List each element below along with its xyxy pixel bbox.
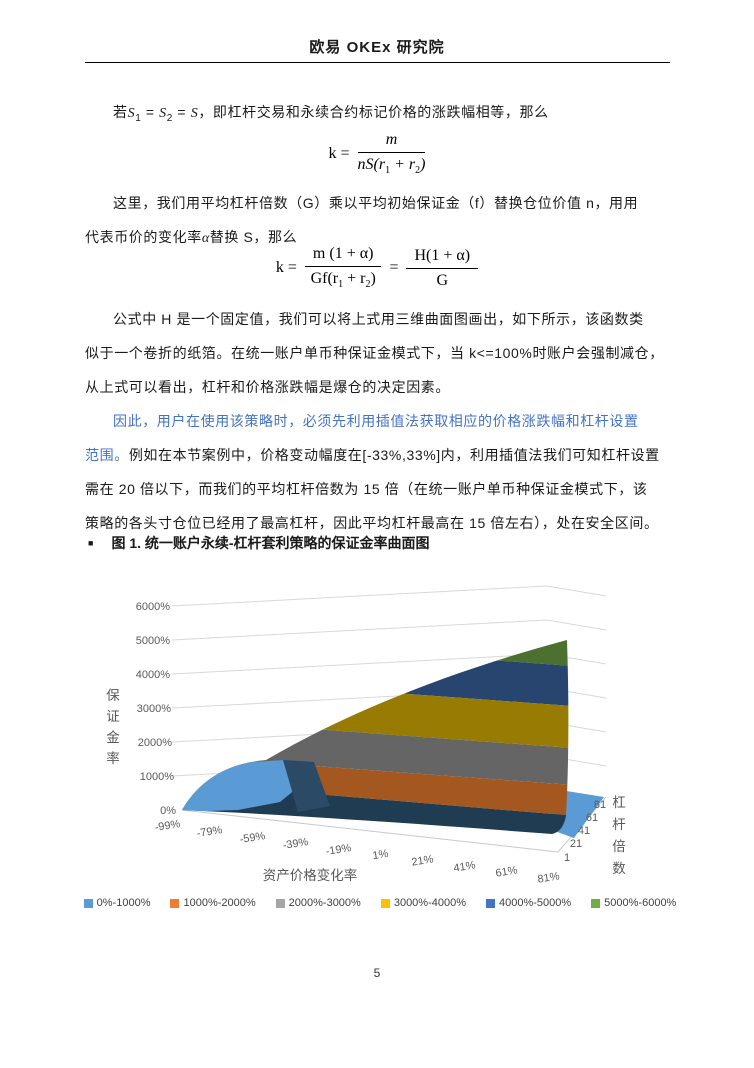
fraction: m (1 + α) Gf(r1 + r2) [304,245,382,291]
chart-legend: 0%-1000% 1000%-2000% 2000%-3000% 3000%-4… [83,897,676,909]
x-axis-tick: -59% [239,830,266,846]
paragraph-4-line-4: 策略的各头寸仓位已经用了最高杠杆，因此平均杠杆最高在 15 倍左右），处在安全区… [85,515,659,531]
page-header-title: 欧易 OKEx 研究院 [309,39,445,56]
paragraph-3-line-2: 似于一个卷折的纸箔。在统一账户单币种保证金模式下，当 k<=100%时账户会强制… [85,345,664,361]
paragraph-3-line-1: 公式中 H 是一个固定值，我们可以将上式用三维曲面图画出，如下所示，该函数类 [113,311,644,327]
x-axis-title: 资产价格变化率 [263,867,358,883]
legend-swatch-icon [486,898,495,908]
svg-text:率: 率 [106,750,120,766]
x-axis-tick: 81% [537,870,561,885]
paragraph-3-line-3: 从上式可以看出，杠杆和价格涨跌幅是爆仓的决定因素。 [85,379,450,395]
surface-curl-shadow [283,760,330,812]
legend-item: 4000%-5000% [486,897,571,909]
legend-label: 3000%-4000% [393,897,466,909]
figure-caption-text: 图 1. 统一账户永续-杠杆套利策略的保证金率曲面图 [111,535,430,551]
equals-sign: = [389,259,399,276]
legend-item: 1000%-2000% [170,897,256,909]
paragraph-4-line-3: 需在 20 倍以下，而我们的平均杠杆倍数为 15 倍（在统一账户单币种保证金模式… [85,481,648,497]
header-rule [85,62,670,63]
legend-item: 5000%-6000% [591,897,676,909]
value-axis-tick: 4000% [136,669,170,681]
paragraph-1: 若S1 = S2 = S，即杠杆交易和永续合约标记价格的涨跌幅相等，那么 [113,104,549,124]
legend-label: 5000%-6000% [604,897,677,909]
value-axis-ticks: 6000% 5000% 4000% 3000% 2000% 1000% 0% [136,601,176,817]
legend-label: 2000%-3000% [288,897,361,909]
depth-axis-tick: 81 [594,799,606,811]
depth-axis-tick: 21 [570,838,582,850]
x-axis-tick: 61% [495,864,519,879]
surface-band-green [182,640,569,668]
svg-text:杆: 杆 [612,817,626,832]
x-axis-tick: -79% [196,824,223,840]
legend-item: 2000%-3000% [275,897,361,909]
paragraph-4-line-1: 因此，用户在使用该策略时，必须先利用插值法获取相应的价格涨跌幅和杠杆设置 [113,413,639,429]
x-axis-tick: -19% [325,842,352,858]
legend-swatch-icon [591,898,601,908]
legend-item: 0%-1000% [83,897,151,909]
legend-item: 3000%-4000% [380,897,466,909]
x-axis-tick: 1% [372,848,390,862]
depth-axis-tick: 61 [586,812,598,824]
formula-lhs: k = [328,145,350,162]
formula-k-expanded: k = m (1 + α) Gf(r1 + r2) = H(1 + α) G [0,242,754,294]
svg-text:金: 金 [106,730,120,745]
x-axis-tick: 41% [453,859,477,874]
surface-sheet [182,640,569,834]
value-axis-tick: 0% [160,805,176,817]
paragraph-2-line-2: 代表币价的变化率α替换 S，那么 [85,229,298,246]
svg-text:证: 证 [106,709,120,724]
depth-axis-ticks: 81 61 41 21 1 [564,799,606,864]
legend-label: 0%-1000% [96,897,151,909]
legend-swatch-icon [275,898,285,908]
fraction: H(1 + α) G [406,247,479,290]
depth-axis-tick: 41 [578,825,590,837]
value-axis-tick: 2000% [138,737,172,749]
svg-text:数: 数 [612,861,626,876]
legend-swatch-icon [380,898,390,908]
svg-text:倍: 倍 [612,839,626,854]
margin-rate-surface-chart: 6000% 5000% 4000% 3000% 2000% 1000% 0% 保… [106,585,626,886]
value-axis-tick: 6000% [136,601,170,613]
value-axis-title: 保 证 金 率 [106,688,120,766]
legend-label: 4000%-5000% [499,897,572,909]
x-axis-tick: -99% [154,818,181,834]
paragraph-2-line-1: 这里，我们用平均杠杆倍数（G）乘以平均初始保证金（f）替换仓位价值 n，用用 [113,195,639,211]
value-axis-tick: 5000% [136,635,170,647]
svg-text:杠: 杠 [612,795,626,810]
paragraph-4-line-2: 范围。例如在本节案例中，价格变动幅度在[-33%,33%]内，利用插值法我们可知… [85,447,660,463]
formula-k-basic: k = m nS(r1 + r2) [0,128,754,180]
legend-label: 1000%-2000% [183,897,256,909]
fraction: m nS(r1 + r2) [357,131,426,177]
legend-swatch-icon [170,898,180,908]
formula-lhs: k = [275,259,297,276]
legend-swatch-icon [83,898,93,908]
x-axis-tick: -39% [282,836,309,852]
square-bullet-icon: ■ [88,538,94,548]
x-axis-tick: 21% [411,853,435,868]
value-axis-tick: 3000% [137,703,171,715]
value-axis-tick: 1000% [140,771,174,783]
depth-axis-title: 杠 杆 倍 数 [612,795,626,876]
page-number: 5 [373,966,381,980]
x-axis-ticks: -99% -79% -59% -39% -19% 1% 21% 41% 61% … [154,818,561,886]
svg-text:保: 保 [106,688,120,703]
depth-axis-tick: 1 [564,852,570,864]
figure-caption: ■ 图 1. 统一账户永续-杠杆套利策略的保证金率曲面图 [88,533,430,553]
